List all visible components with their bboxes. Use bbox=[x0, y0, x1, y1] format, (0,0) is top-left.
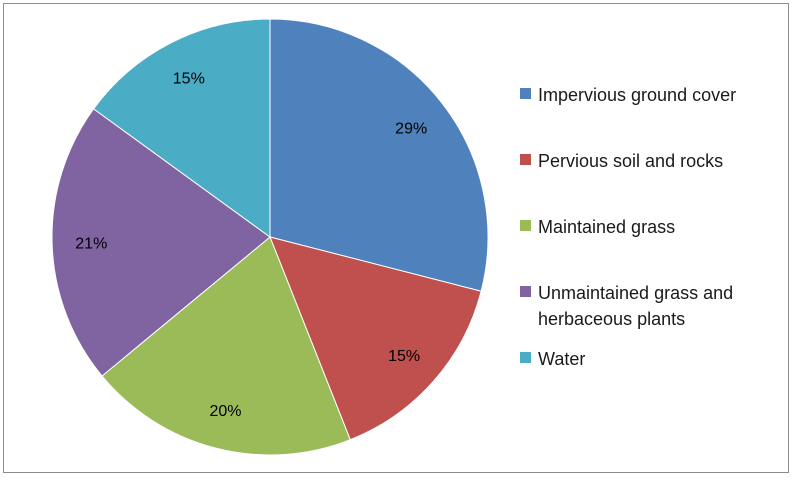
legend-label-maintained-grass: Maintained grass bbox=[538, 217, 676, 237]
pie-slice-unmaintained-grass-and-herbaceous-plants bbox=[51, 108, 271, 377]
legend-item-unmaintained-grass: Unmaintained grass and herbaceous plants bbox=[520, 280, 778, 332]
legend-swatch-maintained-grass bbox=[520, 220, 531, 231]
data-label-pervious-soil-and-rocks: 15% bbox=[388, 348, 420, 365]
pie-slice-water bbox=[92, 18, 271, 238]
pie-chart: 29% 15% 20% 21% 15% bbox=[51, 18, 489, 456]
legend-swatch-unmaintained-grass bbox=[520, 286, 531, 297]
data-label-unmaintained-grass-and-herbaceous-plants: 21% bbox=[75, 236, 107, 253]
chart-area: 29% 15% 20% 21% 15% Impervious ground cover … bbox=[3, 3, 789, 473]
legend-item-maintained-grass: Maintained grass bbox=[520, 214, 778, 240]
pie-data-labels: 29% 15% 20% 21% 15% bbox=[75, 71, 427, 420]
legend-item-impervious-ground-cover: Impervious ground cover bbox=[520, 82, 778, 108]
legend-swatch-water bbox=[520, 352, 531, 363]
legend-swatch-impervious-ground-cover bbox=[520, 88, 531, 99]
legend-item-water: Water bbox=[520, 346, 778, 372]
pie-slice-pervious-soil-and-rocks bbox=[269, 236, 482, 441]
data-label-impervious-ground-cover: 29% bbox=[395, 120, 427, 137]
pie-slice-impervious-ground-cover bbox=[269, 18, 489, 292]
data-label-water: 15% bbox=[173, 71, 205, 88]
legend-swatch-pervious-soil-and-rocks bbox=[520, 154, 531, 165]
pie-slices bbox=[51, 18, 489, 456]
pie-slice-maintained-grass bbox=[101, 236, 351, 456]
legend-label-pervious-soil-and-rocks: Pervious soil and rocks bbox=[538, 151, 724, 171]
data-label-maintained-grass: 20% bbox=[209, 403, 241, 420]
legend-item-pervious-soil-and-rocks: Pervious soil and rocks bbox=[520, 148, 778, 174]
legend-label-water: Water bbox=[538, 349, 586, 369]
legend-label-unmaintained-grass: Unmaintained grass and herbaceous plants bbox=[538, 283, 734, 329]
legend-label-impervious-ground-cover: Impervious ground cover bbox=[538, 85, 737, 105]
